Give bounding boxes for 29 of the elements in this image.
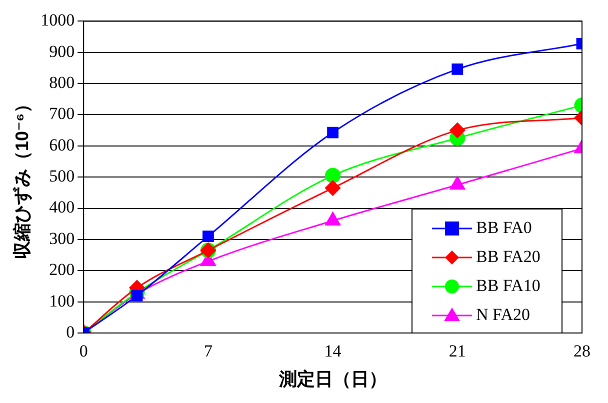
legend-label: N FA20: [476, 304, 530, 324]
point: [327, 126, 338, 138]
x-tick-label: 28: [574, 342, 590, 361]
y-tick-label: 300: [49, 228, 75, 248]
x-tick-label: 7: [204, 342, 213, 361]
legend-label: BB FA0: [476, 218, 532, 237]
x-axis-title: 測定日（日）: [278, 369, 387, 390]
y-tick-label: 0: [66, 322, 75, 342]
y-tick-label: 700: [49, 104, 75, 124]
y-tick-label: 1000: [40, 10, 75, 30]
point: [452, 64, 464, 75]
x-tick-label: 14: [324, 342, 342, 361]
point: [325, 168, 341, 184]
point: [202, 230, 214, 242]
y-tick-label: 200: [49, 260, 75, 280]
y-tick-label: 500: [49, 166, 75, 186]
legend-label: BB FA10: [476, 276, 540, 295]
x-tick-label: 0: [79, 342, 88, 361]
y-tick-label: 800: [49, 73, 75, 92]
point: [131, 290, 143, 302]
x-tick-label: 21: [448, 342, 466, 361]
y-tick-label: 100: [49, 291, 75, 310]
y-tick-label: 400: [49, 198, 75, 217]
point: [325, 180, 341, 196]
y-tick-label: 900: [49, 42, 75, 61]
point: [450, 122, 466, 138]
legend-label: BB FA20: [476, 246, 540, 266]
y-tick-label: 600: [49, 135, 75, 154]
y-axis-title: 収縮ひずみ（10⁻⁶）: [12, 95, 33, 260]
